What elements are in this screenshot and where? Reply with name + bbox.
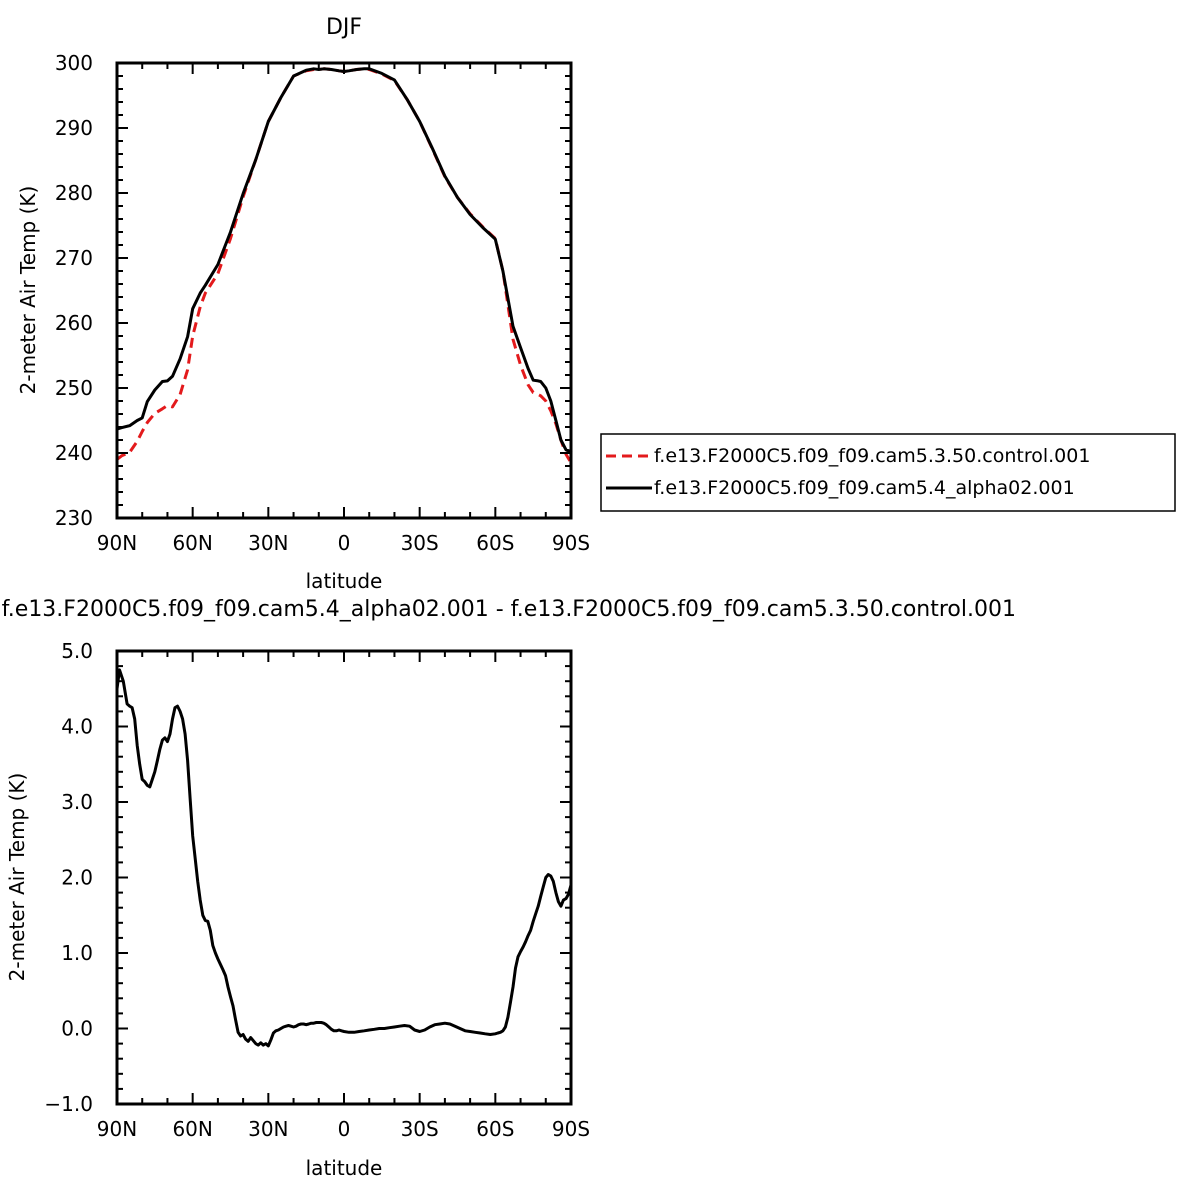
top-x-tick-label: 30S	[401, 531, 439, 555]
top-x-tick-label: 90S	[552, 531, 590, 555]
bottom-y-tick-label: −1.0	[44, 1092, 93, 1116]
top-x-tick-label: 30N	[248, 531, 288, 555]
bottom-y-tick-label: 4.0	[61, 715, 93, 739]
top-y-tick-label: 300	[55, 51, 93, 75]
bottom-y-tick-label: 1.0	[61, 941, 93, 965]
bottom-plot: 90N 60N 30N 0 30S 60S 90S −1.0 0.0 1.0 2.0 3.0 4.0 5.…	[44, 639, 590, 1141]
top-x-tick-label: 60N	[172, 531, 212, 555]
bottom-x-tick-label: 60S	[476, 1117, 514, 1141]
top-series-line-1	[115, 67, 573, 454]
bottom-plot-frame	[115, 649, 573, 1106]
top-y-tick-label: 280	[55, 181, 93, 205]
bottom-y-tick-label: 3.0	[61, 790, 93, 814]
top-y-tick-label: 270	[55, 246, 93, 270]
bottom-x-tick-label: 90N	[97, 1117, 137, 1141]
top-chart-ylabel: 2-meter Air Temp (K)	[16, 186, 40, 395]
top-y-tick-label: 290	[55, 116, 93, 140]
top-chart-title: DJF	[326, 15, 362, 40]
bottom-x-tick-label: 0	[338, 1117, 351, 1141]
bottom-x-tick-label: 30N	[248, 1117, 288, 1141]
top-chart-xlabel: latitude	[306, 569, 383, 593]
top-y-tick-label: 260	[55, 311, 93, 335]
top-x-tick-label: 90N	[97, 531, 137, 555]
top-x-tick-label: 0	[338, 531, 351, 555]
legend-label-control: f.e13.F2000C5.f09_f09.cam5.3.50.control.…	[654, 445, 1090, 467]
bottom-y-tick-label: 0.0	[61, 1017, 93, 1041]
bottom-x-tick-label: 60N	[172, 1117, 212, 1141]
top-plot: 90N 60N 30N 0 30S 60S 90S 230 240 250 260 270 280 290…	[55, 51, 590, 555]
bottom-x-tick-label: 90S	[552, 1117, 590, 1141]
legend-label-alpha02: f.e13.F2000C5.f09_f09.cam5.4_alpha02.001	[654, 477, 1075, 499]
legend-box	[600, 433, 1176, 512]
top-y-tick-label: 240	[55, 441, 93, 465]
legend: f.e13.F2000C5.f09_f09.cam5.3.50.control.…	[600, 433, 1176, 512]
bottom-x-tick-label: 30S	[401, 1117, 439, 1141]
bottom-chart-title: f.e13.F2000C5.f09_f09.cam5.4_alpha02.001…	[2, 597, 1016, 622]
bottom-chart-xlabel: latitude	[306, 1156, 383, 1180]
top-y-tick-label: 230	[55, 506, 93, 530]
bottom-y-tick-label: 5.0	[61, 639, 93, 663]
top-x-tick-label: 60S	[476, 531, 514, 555]
top-plot-frame	[115, 61, 573, 520]
bottom-chart-ylabel: 2-meter Air Temp (K)	[5, 773, 29, 982]
bottom-y-tick-label: 2.0	[61, 866, 93, 890]
bottom-series-line-0	[115, 668, 573, 1048]
top-y-tick-label: 250	[55, 376, 93, 400]
